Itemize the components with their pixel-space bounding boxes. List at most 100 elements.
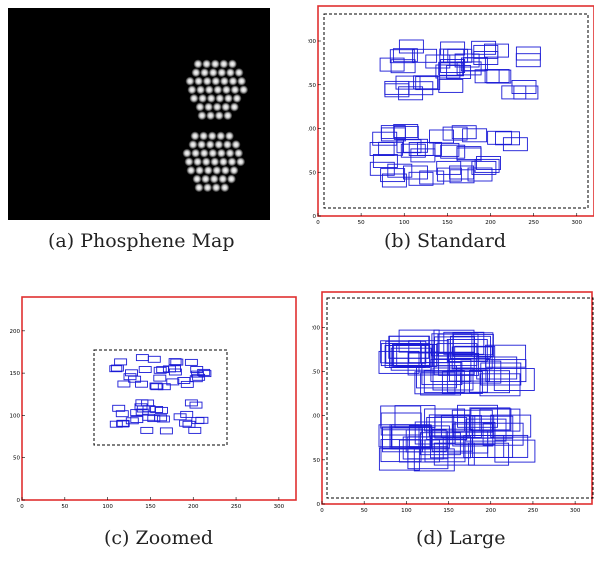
- phosphene-dot: [219, 76, 229, 86]
- receptive-field-box: [438, 352, 480, 376]
- receptive-field-box: [482, 422, 524, 446]
- receptive-field-box: [109, 365, 123, 373]
- receptive-field-box: [382, 429, 423, 453]
- receptive-field-box: [387, 163, 413, 178]
- receptive-field-box: [116, 419, 130, 427]
- receptive-field-box: [140, 426, 154, 434]
- phosphene-dot: [195, 102, 205, 112]
- receptive-field-box: [147, 415, 161, 423]
- phosphene-dot: [197, 111, 207, 121]
- receptive-field-box: [485, 359, 527, 383]
- phosphene-dot: [224, 131, 234, 141]
- phosphene-dot: [199, 148, 209, 158]
- receptive-field-box: [369, 142, 395, 156]
- phosphene-dot: [203, 165, 213, 175]
- receptive-field-box: [395, 75, 421, 90]
- x-tick-label: 250: [528, 220, 539, 226]
- phosphene-dot: [212, 102, 222, 112]
- receptive-field-box: [189, 375, 203, 383]
- receptive-field-box: [454, 421, 496, 445]
- phosphene-dot: [184, 157, 194, 167]
- receptive-field-box: [446, 65, 472, 79]
- phosphene-dot: [187, 85, 197, 95]
- receptive-field-box: [433, 352, 475, 376]
- phosphene-dot: [236, 157, 246, 167]
- receptive-field-box: [447, 48, 473, 63]
- receptive-field-box: [155, 406, 168, 414]
- receptive-field-box: [150, 383, 164, 391]
- phosphene-dot: [192, 174, 202, 184]
- phosphene-dot: [199, 131, 209, 141]
- phosphene-dot: [218, 174, 228, 184]
- y-tick-label: 150: [10, 371, 20, 377]
- x-tick-label: 100: [102, 504, 113, 510]
- panel-large: 0 50 100 150 200 250 300 0 50 100 150 200: [310, 290, 594, 518]
- frame-border: [317, 5, 594, 217]
- receptive-field-box: [429, 129, 454, 144]
- phosphene-dot: [212, 165, 222, 175]
- y-tick-label: 150: [308, 83, 316, 89]
- receptive-field-box: [400, 143, 426, 158]
- receptive-field-box: [195, 416, 209, 424]
- phosphene-dot: [223, 111, 233, 121]
- receptive-field-box: [454, 345, 496, 369]
- receptive-field-box: [412, 48, 438, 63]
- receptive-field-box: [389, 345, 431, 368]
- x-tick-label: 50: [358, 220, 365, 226]
- receptive-field-box: [436, 160, 462, 175]
- phosphene-dot: [190, 131, 200, 141]
- receptive-field-box: [372, 154, 398, 168]
- phosphene-dot: [208, 148, 218, 158]
- receptive-field-box: [130, 416, 144, 424]
- panel-standard: 0 50 100 150 200 250 300 0 50 100 150 200: [306, 4, 594, 232]
- phosphene-dot: [210, 157, 220, 167]
- x-tick-label: 0: [20, 504, 24, 510]
- phosphene-dot: [201, 157, 211, 167]
- receptive-field-box: [484, 69, 510, 83]
- x-tick-label: 250: [231, 504, 242, 510]
- y-tick-label: 50: [313, 458, 320, 464]
- x-tick-label: 200: [485, 220, 496, 226]
- phosphene-dot: [186, 165, 196, 175]
- view-bounds: [323, 13, 589, 209]
- receptive-field-box: [138, 366, 152, 373]
- receptive-field-box: [487, 434, 529, 458]
- receptive-field-box: [493, 368, 535, 391]
- receptive-field-box: [135, 354, 149, 362]
- x-tick-label: 300: [572, 220, 583, 226]
- x-tick-label: 100: [401, 508, 412, 514]
- receptive-field-box: [177, 377, 191, 384]
- phosphene-dot: [194, 76, 204, 86]
- receptive-field-box: [166, 378, 180, 386]
- receptive-field-box: [112, 404, 126, 412]
- x-tick-label: 200: [188, 504, 199, 510]
- receptive-field-box: [184, 399, 198, 407]
- phosphene-dot: [202, 76, 212, 86]
- phosphene-dot: [220, 165, 230, 175]
- view-bounds: [326, 297, 594, 499]
- y-tick-label: 100: [308, 127, 316, 133]
- y-tick-label: 50: [309, 170, 316, 176]
- phosphene-dot: [220, 183, 230, 193]
- x-tick-label: 300: [274, 504, 285, 510]
- receptive-field-box: [414, 371, 456, 395]
- receptive-field-box: [198, 370, 212, 378]
- receptive-field-box: [149, 382, 163, 390]
- phosphene-dot: [182, 148, 192, 158]
- frame-border: [21, 296, 297, 501]
- receptive-field-box: [153, 366, 167, 374]
- phosphene-dot: [198, 93, 208, 103]
- phosphene-dot: [204, 102, 214, 112]
- x-tick-label: 50: [361, 508, 368, 514]
- x-tick-label: 50: [61, 504, 68, 510]
- receptive-field-box: [408, 81, 434, 96]
- receptive-field-box: [388, 335, 430, 359]
- receptive-field-box: [452, 332, 494, 356]
- receptive-field-box: [405, 429, 447, 453]
- y-tick-label: 50: [13, 456, 20, 462]
- receptive-field-box: [435, 64, 461, 79]
- receptive-field-box: [188, 426, 202, 434]
- phosphene-dot: [203, 183, 213, 193]
- receptive-field-box: [128, 375, 142, 383]
- receptive-field-box: [432, 367, 474, 391]
